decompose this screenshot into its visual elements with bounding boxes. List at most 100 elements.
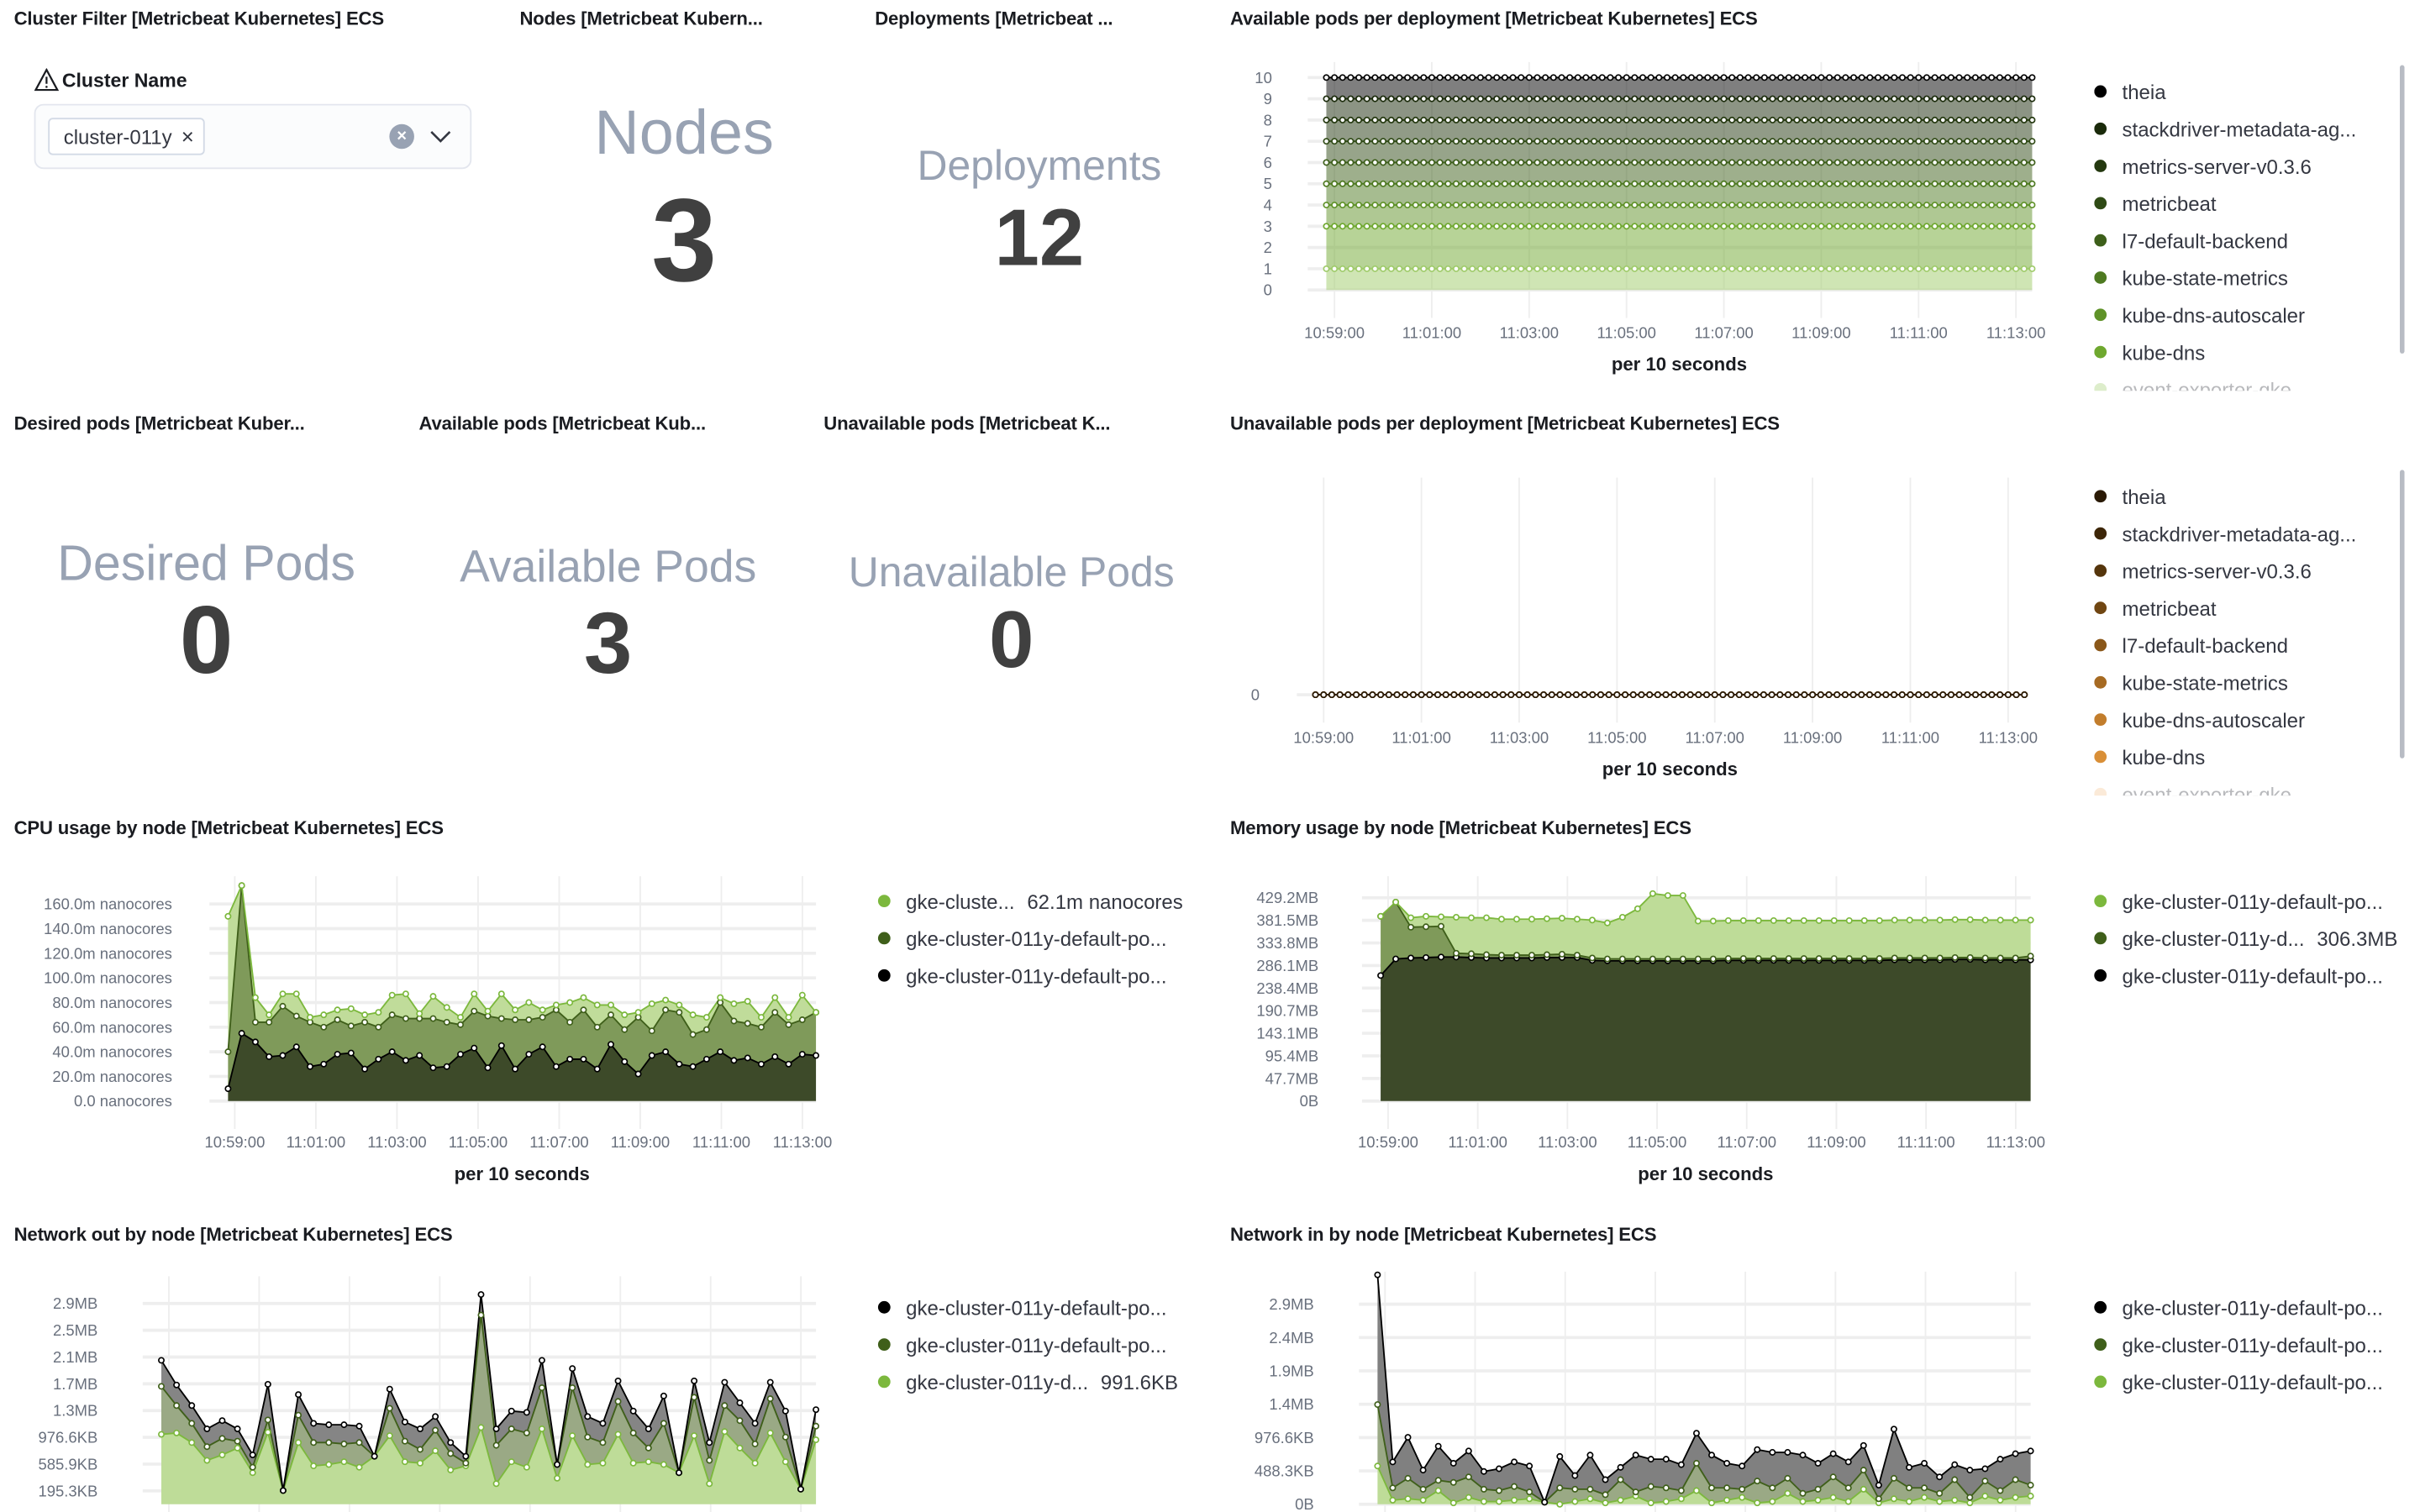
data-point[interactable] bbox=[1423, 923, 1430, 931]
data-point[interactable] bbox=[1760, 95, 1768, 102]
data-point[interactable] bbox=[1420, 95, 1428, 102]
data-point[interactable] bbox=[1947, 116, 1954, 123]
data-point[interactable] bbox=[1906, 1463, 1912, 1471]
data-point[interactable] bbox=[1842, 223, 1849, 230]
data-point[interactable] bbox=[1371, 202, 1379, 209]
data-point[interactable] bbox=[766, 1429, 774, 1436]
data-point[interactable] bbox=[1528, 916, 1535, 923]
data-point[interactable] bbox=[2012, 1450, 2019, 1457]
data-point[interactable] bbox=[1947, 138, 1954, 145]
data-point[interactable] bbox=[1631, 265, 1639, 272]
data-point[interactable] bbox=[1955, 116, 1963, 123]
data-point[interactable] bbox=[1980, 691, 1987, 699]
data-point[interactable] bbox=[1355, 138, 1363, 145]
data-point[interactable] bbox=[1891, 74, 1898, 81]
data-point[interactable] bbox=[1694, 917, 1702, 925]
data-point[interactable] bbox=[1996, 1487, 2004, 1494]
data-point[interactable] bbox=[1331, 265, 1339, 272]
data-point[interactable] bbox=[1802, 116, 1809, 123]
data-point[interactable] bbox=[1728, 223, 1736, 230]
data-point[interactable] bbox=[1396, 138, 1403, 145]
data-point[interactable] bbox=[1947, 265, 1954, 272]
data-point[interactable] bbox=[497, 1015, 505, 1022]
data-point[interactable] bbox=[1363, 95, 1370, 102]
data-point[interactable] bbox=[508, 1458, 515, 1466]
data-point[interactable] bbox=[234, 1425, 241, 1432]
data-point[interactable] bbox=[1542, 95, 1549, 102]
data-point[interactable] bbox=[1931, 116, 1939, 123]
data-point[interactable] bbox=[660, 1392, 667, 1399]
data-point[interactable] bbox=[1491, 691, 1498, 699]
data-point[interactable] bbox=[1392, 955, 1400, 963]
data-point[interactable] bbox=[744, 998, 751, 1005]
data-point[interactable] bbox=[1499, 691, 1507, 699]
data-point[interactable] bbox=[1339, 74, 1346, 81]
data-point[interactable] bbox=[608, 1041, 614, 1048]
data-point[interactable] bbox=[1720, 223, 1728, 230]
data-point[interactable] bbox=[1845, 916, 1853, 924]
data-point[interactable] bbox=[1485, 202, 1492, 209]
data-point[interactable] bbox=[1389, 1458, 1397, 1466]
data-point[interactable] bbox=[457, 1021, 464, 1028]
data-point[interactable] bbox=[1842, 180, 1849, 187]
data-point[interactable] bbox=[1460, 95, 1468, 102]
data-point[interactable] bbox=[1331, 180, 1339, 187]
data-point[interactable] bbox=[1444, 159, 1452, 166]
data-point[interactable] bbox=[1574, 265, 1581, 272]
data-point[interactable] bbox=[1858, 116, 1865, 123]
data-point[interactable] bbox=[1858, 180, 1865, 187]
data-point[interactable] bbox=[1860, 955, 1868, 963]
data-point[interactable] bbox=[1582, 223, 1590, 230]
data-point[interactable] bbox=[1566, 116, 1574, 123]
data-point[interactable] bbox=[443, 1004, 450, 1011]
data-point[interactable] bbox=[1686, 691, 1694, 699]
data-point[interactable] bbox=[2012, 159, 2020, 166]
data-point[interactable] bbox=[2020, 159, 2028, 166]
data-point[interactable] bbox=[1694, 955, 1702, 963]
data-point[interactable] bbox=[1809, 691, 1817, 699]
data-point[interactable] bbox=[2012, 202, 2020, 209]
data-point[interactable] bbox=[443, 1018, 450, 1026]
data-point[interactable] bbox=[1720, 265, 1728, 272]
data-point[interactable] bbox=[2028, 159, 2036, 166]
data-point[interactable] bbox=[1923, 202, 1930, 209]
legend-item[interactable]: kube-state-metrics bbox=[2094, 664, 2389, 701]
data-point[interactable] bbox=[1936, 954, 1944, 962]
data-point[interactable] bbox=[158, 1431, 165, 1438]
data-point[interactable] bbox=[158, 1357, 165, 1364]
data-point[interactable] bbox=[1402, 691, 1409, 699]
data-point[interactable] bbox=[1339, 265, 1346, 272]
data-point[interactable] bbox=[1692, 1487, 1700, 1494]
data-point[interactable] bbox=[266, 1018, 273, 1026]
data-point[interactable] bbox=[1793, 265, 1801, 272]
data-point[interactable] bbox=[1428, 159, 1435, 166]
data-point[interactable] bbox=[447, 1450, 455, 1457]
data-point[interactable] bbox=[1833, 138, 1841, 145]
data-point[interactable] bbox=[1980, 202, 1987, 209]
data-point[interactable] bbox=[1469, 223, 1476, 230]
data-point[interactable] bbox=[1323, 223, 1330, 230]
data-point[interactable] bbox=[320, 1011, 328, 1019]
data-point[interactable] bbox=[1882, 265, 1890, 272]
data-point[interactable] bbox=[1655, 180, 1663, 187]
data-point[interactable] bbox=[1542, 74, 1549, 81]
data-point[interactable] bbox=[1525, 265, 1533, 272]
data-point[interactable] bbox=[1882, 691, 1890, 699]
data-point[interactable] bbox=[1476, 265, 1484, 272]
data-point[interactable] bbox=[691, 1432, 698, 1440]
data-point[interactable] bbox=[1670, 691, 1678, 699]
data-point[interactable] bbox=[1518, 265, 1525, 272]
data-point[interactable] bbox=[429, 1064, 437, 1072]
data-point[interactable] bbox=[1799, 1489, 1807, 1497]
data-point[interactable] bbox=[2012, 1476, 2019, 1483]
data-point[interactable] bbox=[1586, 1495, 1594, 1503]
data-point[interactable] bbox=[1815, 916, 1823, 924]
data-point[interactable] bbox=[1496, 1498, 1502, 1505]
data-point[interactable] bbox=[1597, 691, 1604, 699]
data-point[interactable] bbox=[566, 999, 574, 1006]
data-point[interactable] bbox=[1374, 1401, 1381, 1409]
data-point[interactable] bbox=[1331, 223, 1339, 230]
data-point[interactable] bbox=[2021, 691, 2028, 699]
data-point[interactable] bbox=[1890, 1474, 1897, 1482]
data-point[interactable] bbox=[1465, 1447, 1472, 1455]
